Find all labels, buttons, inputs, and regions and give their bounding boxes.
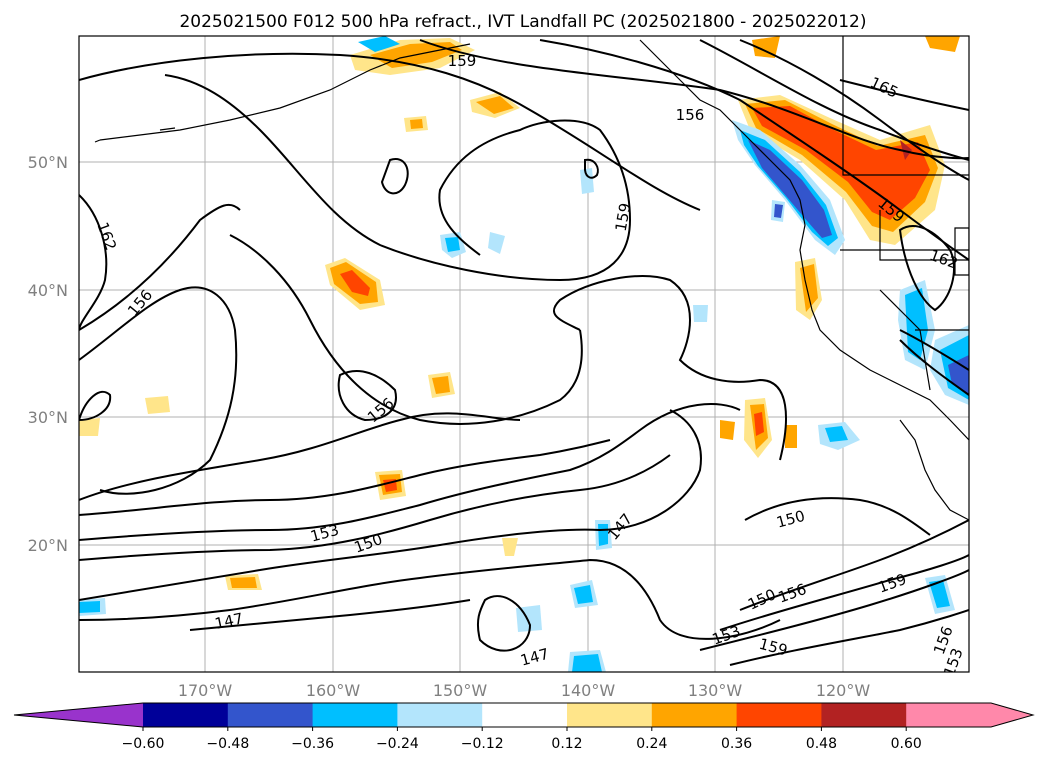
colorbar-tick-label: 0.48 [806,736,837,752]
lon-label: 150°W [433,681,488,700]
colorbar-segment [736,703,822,727]
colorbar-tick-label: 0.24 [636,736,667,752]
colorbar-segment [312,703,398,727]
lon-label: 160°W [306,681,361,700]
lat-label: 20°N [28,536,68,555]
colorbar-tick-label: −0.36 [291,736,334,752]
colorbar-segment [227,703,314,727]
colorbar-tick-label: 0.36 [721,736,752,752]
colorbar-tick-label: −0.12 [461,736,504,752]
lon-label: 130°W [688,681,743,700]
colorbar-extend-low [14,703,143,727]
colorbar-tick-label: −0.48 [206,736,249,752]
colorbar-tick-label: −0.60 [122,736,165,752]
colorbar-extend-high [991,703,1033,727]
colorbar: −0.60 −0.48 −0.36 −0.24 −0.12 0.12 0.24 0.36 0.4… [13,702,1035,752]
lat-label: 30°N [28,408,68,427]
coastlines [94,36,969,521]
lon-label: 120°W [816,681,871,700]
colorbar-tick-label: −0.24 [376,736,419,752]
height-contours [79,39,969,666]
colorbar-segment [651,703,738,727]
map-title: 2025021500 F012 500 hPa refract., IVT La… [179,12,866,32]
lat-label: 50°N [28,153,68,172]
colorbar-segment [906,703,992,727]
contour-label: 159 [612,201,635,232]
contour-label: 156 [676,106,705,124]
map-frame [78,35,970,673]
longitude-labels: 170°W 160°W 150°W 140°W 130°W 120°W [178,681,871,700]
lon-label: 140°W [561,681,616,700]
contour-label: 159 [448,52,477,70]
colorbar-segment [567,703,653,727]
colorbar-segment [821,703,907,727]
colorbar-segment [143,703,229,727]
lon-label: 170°W [178,681,233,700]
colorbar-segment [397,703,483,727]
colorbar-tick-label: 0.12 [551,736,582,752]
colorbar-segment [482,703,568,727]
map-panel: 159 165 156 159 162 159 156 156 153 150 … [78,35,970,673]
lat-label: 40°N [28,281,68,300]
contour-label: 147 [213,609,245,633]
colorbar-tick-label: 0.60 [891,736,922,752]
latitude-labels: 50°N 40°N 30°N 20°N [28,153,68,555]
